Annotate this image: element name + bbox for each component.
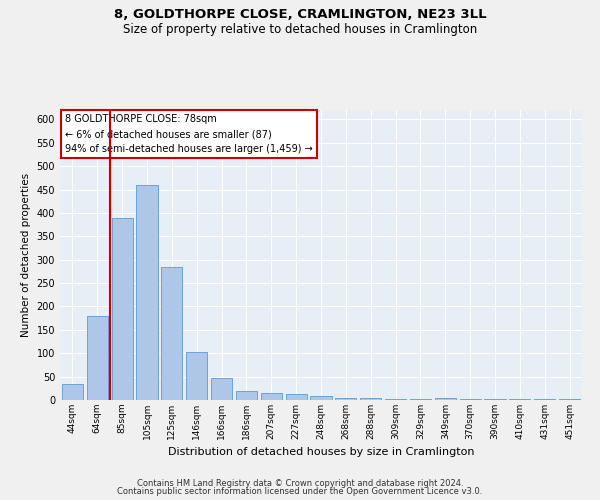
Bar [136, 185, 158, 400]
Text: Contains public sector information licensed under the Open Government Licence v3: Contains public sector information licen… [118, 487, 482, 496]
Text: 8, GOLDTHORPE CLOSE, CRAMLINGTON, NE23 3LL: 8, GOLDTHORPE CLOSE, CRAMLINGTON, NE23 3… [113, 8, 487, 20]
Bar [261, 393, 282, 400]
Bar [335, 398, 356, 400]
Text: Contains HM Land Registry data © Crown copyright and database right 2024.: Contains HM Land Registry data © Crown c… [137, 478, 463, 488]
Bar [435, 398, 456, 400]
Bar [87, 316, 108, 400]
Bar [559, 398, 580, 400]
Bar [484, 398, 506, 400]
Bar [410, 398, 431, 400]
Y-axis label: Number of detached properties: Number of detached properties [21, 173, 31, 337]
Text: Size of property relative to detached houses in Cramlington: Size of property relative to detached ho… [123, 22, 477, 36]
Bar [62, 384, 83, 400]
X-axis label: Distribution of detached houses by size in Cramlington: Distribution of detached houses by size … [168, 448, 474, 458]
Bar [385, 398, 406, 400]
Bar [509, 398, 530, 400]
Bar [236, 390, 257, 400]
Text: 8 GOLDTHORPE CLOSE: 78sqm
← 6% of detached houses are smaller (87)
94% of semi-d: 8 GOLDTHORPE CLOSE: 78sqm ← 6% of detach… [65, 114, 313, 154]
Bar [211, 378, 232, 400]
Bar [186, 352, 207, 400]
Bar [286, 394, 307, 400]
Bar [460, 398, 481, 400]
Bar [310, 396, 332, 400]
Bar [161, 266, 182, 400]
Bar [112, 218, 133, 400]
Bar [360, 398, 381, 400]
Bar [534, 398, 555, 400]
